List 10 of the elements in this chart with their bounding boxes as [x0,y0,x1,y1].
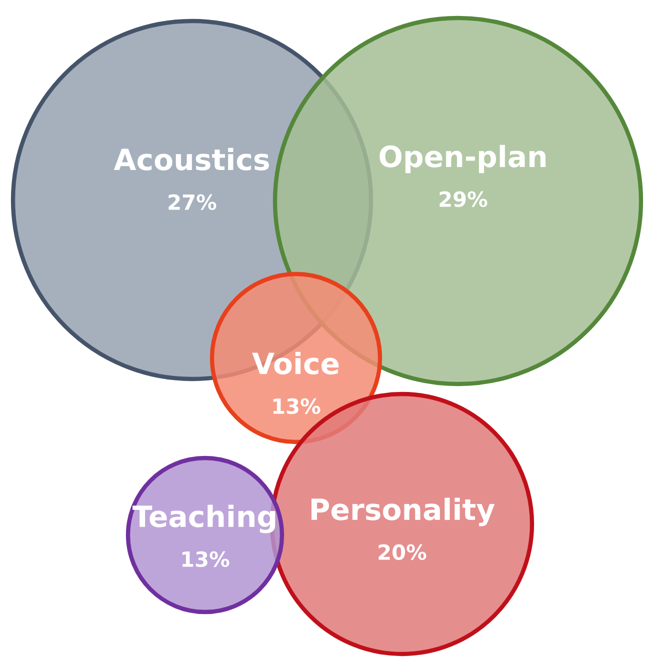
category-label: Teaching [132,504,276,534]
category-label: Acoustics [114,148,269,170]
data-label: 13% [273,398,320,414]
category-label: Personality [312,498,495,526]
data-label: 13% [182,551,230,568]
category-label: Voice [252,352,339,374]
category-label: Open-plan [380,144,546,174]
data-label: 27% [168,194,216,210]
data-label: 20% [378,544,426,560]
data-label: 29% [440,191,488,208]
